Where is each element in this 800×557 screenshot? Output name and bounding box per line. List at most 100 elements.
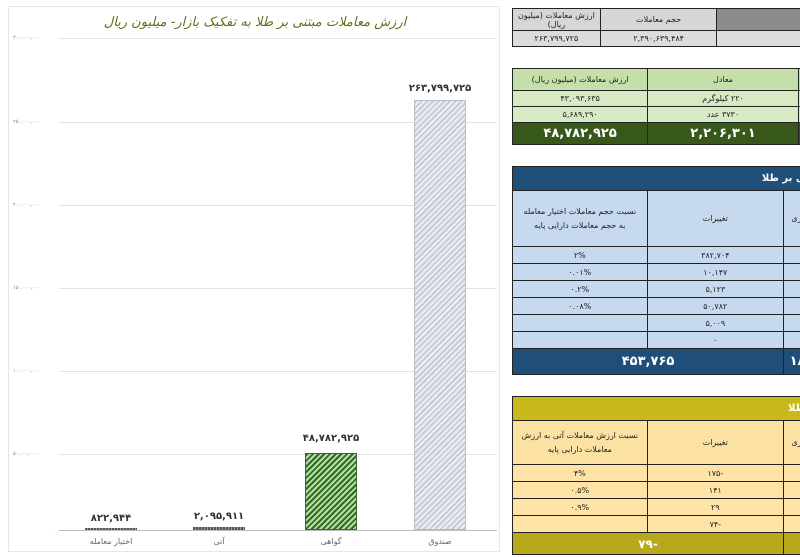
table-row: ۵,۰۰۹ [512,314,800,332]
gridline [59,38,497,39]
bar-value-label: ۸۲۲,۹۴۴ [90,513,132,524]
table-cell: ۰.۲% [512,280,648,298]
table-total-row: ۲,۲۰۶,۳۰۱ ۴۸,۷۸۲,۹۲۵ [511,122,800,145]
table-row: ۱۰,۱۴۷ ۰.۰۱% [512,263,800,281]
bar-options [85,528,137,530]
chart-panel: ارزش معاملات مبتنی بر طلا به تفکیک بازار… [8,6,500,552]
gridline [59,122,497,123]
table-cell: ۳۷۳۰ عدد [647,106,799,123]
table-row: ۲,۳۹۰,۶۳۹,۴۸۴ ۲۶۳,۷۹۹,۷۲۵ [512,30,800,47]
table-cell [783,263,800,281]
table-header: ارزش معاملات (میلیون ریال) [512,8,601,31]
table-cell: ۵,۶۸۹,۲۹۰ [511,106,649,123]
gridline [59,288,497,289]
table-cell [797,122,800,145]
bar-value-label: ۲,۰۹۵,۹۱۱ [193,511,245,522]
table-cell: ۲,۳۹۰,۶۳۹,۴۸۴ [599,30,718,47]
table-cell: ۴۳,۰۹۳,۶۳۵ [511,90,649,107]
table-cell: ۰.۰۱% [512,263,648,281]
table-cell [783,464,800,482]
table-header: اری [783,420,800,465]
table-cell: ۵,۰۰۹ [646,314,785,332]
table-cell [783,297,800,315]
table-header: نسبت ارزش معاملات آتی به ارزش معاملات دا… [512,420,648,465]
category-label: گواهی [320,537,342,546]
y-tick-label: ۲۰۰,۰۰۰,۰۰۰ [13,202,41,208]
table-cell: ۳۸۲,۷۰۴ [646,246,785,264]
bar-fund [414,100,466,530]
gridline [59,454,497,455]
table-cell: ۲۶۳,۷۹۹,۷۲۵ [512,30,601,47]
gridline [59,371,497,372]
table-cell [512,515,648,533]
y-tick-label: ۲۵۰,۰۰۰,۰۰۰ [13,119,41,125]
table-row: ۱۴۱ ۰.۵% [512,481,800,499]
table-total-row: -۷۹ [511,532,800,555]
y-tick-label: ۵۰,۰۰۰,۰۰۰ [13,451,38,457]
category-label: صندوق [428,537,452,546]
y-tick-label: ۳۰۰,۰۰۰,۰۰۰ [13,35,41,41]
table-cell [783,331,800,349]
table-cell [783,246,800,264]
total-cell: -۷۹ [511,532,785,555]
table-row: -۱۷۵ ۴% [512,464,800,482]
total-cell: ۴۵۳,۷۶۵ [511,348,785,375]
table-row: ۲۹ ۰.۹% [512,498,800,516]
table-cell [512,331,648,349]
table-header: تغییرات [646,190,785,247]
table-cell: -۱۷۵ [646,464,785,482]
table-header: حجم معاملات [599,8,718,31]
table-row: ۵,۱۲۳ ۰.۲% [512,280,800,298]
table-cell [783,515,800,533]
table-cell: ۵۰,۷۸۲ [646,297,785,315]
category-label: آتی [213,537,225,546]
bar-certificate [305,453,357,530]
table-title: طلا [512,396,800,421]
table-cell [783,498,800,516]
y-tick-label: ۱۵۰,۰۰۰,۰۰۰ [13,285,41,291]
certificate-table: ت معادل ارزش معاملات (میلیون ریال) ۲۲۰ ک… [511,68,800,145]
table-cell: ۵,۱۲۳ [646,280,785,298]
y-tick-label: ۱۰۰,۰۰۰,۰۰۰ [13,368,41,374]
table-row: ۵۰,۷۸۲ ۰.۰۸% [512,297,800,315]
table-cell: ۰.۹% [512,498,648,516]
table-header: نسبت حجم معاملات اختیار معامله به حجم مع… [512,190,648,247]
table-cell: ۰.۵% [512,481,648,499]
table-total-row: ۱۸ ۴۵۳,۷۶۵ [511,348,800,375]
y-tick-label: ۰ [49,527,52,533]
x-axis-line [59,530,497,531]
table-header [716,8,800,31]
table-cell [512,314,648,332]
table-cell: ۱۴۱ [646,481,785,499]
total-cell: ۲,۲۰۶,۳۰۱ [647,122,799,145]
table-title: ی بر طلا [512,166,800,191]
table-cell [716,30,800,47]
table-row: ۰ [512,331,800,349]
category-label: اختیار معامله [89,537,133,546]
table-header: ارزش معاملات (میلیون ریال) [511,68,649,91]
table-header: معادل [647,68,799,91]
table-cell: ۱۰,۱۴۷ [646,263,785,281]
table-cell [783,314,800,332]
table-cell: ۲% [512,246,648,264]
futures-table: طلا اری تغییرات نسبت ارزش معاملات آتی به… [511,396,800,555]
bar-value-label: ۲۶۳,۷۹۹,۷۲۵ [408,83,472,94]
gridline [59,205,497,206]
bar-value-label: ۴۸,۷۸۲,۹۲۵ [302,433,360,444]
table-cell: ۰ [646,331,785,349]
fund-summary-table: حجم معاملات ارزش معاملات (میلیون ریال) ۲… [512,8,800,47]
table-row: ۲۲۰ کیلوگرم ۴۳,۰۹۳,۶۳۵ [511,90,800,107]
total-cell: ۱۸ [783,348,800,375]
table-row: -۷۴ [512,515,800,533]
table-row: ۳۷۳۰ عدد ۵,۶۸۹,۲۹۰ [511,106,800,123]
table-header: اری [783,190,800,247]
chart-title: ارزش معاملات مبتنی بر طلا به تفکیک بازار… [103,15,407,30]
bar-futures [193,527,245,530]
table-header: تغییرات [646,420,785,465]
table-cell: ۰.۰۸% [512,297,648,315]
table-row: ۳۸۲,۷۰۴ ۲% [512,246,800,264]
table-cell [783,481,800,499]
options-table: ی بر طلا اری تغییرات نسبت حجم معاملات اخ… [511,166,800,375]
table-cell: ۴% [512,464,648,482]
total-cell: ۴۸,۷۸۲,۹۲۵ [511,122,649,145]
